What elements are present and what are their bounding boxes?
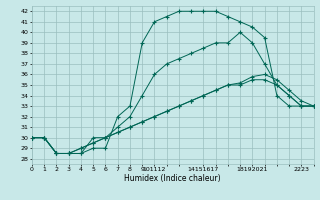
X-axis label: Humidex (Indice chaleur): Humidex (Indice chaleur) [124,174,221,183]
